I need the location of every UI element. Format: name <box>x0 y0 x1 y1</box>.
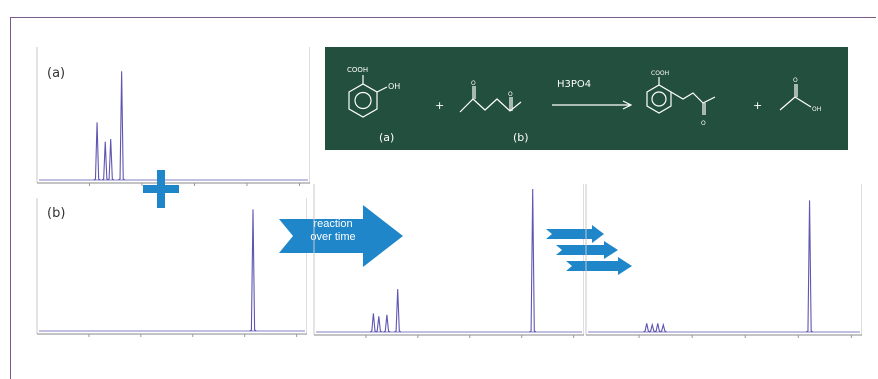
reaction-label-line2: over time <box>310 231 356 243</box>
anhydride-o-label-1: O <box>471 80 476 87</box>
spectrum-a <box>36 47 310 195</box>
spectrum-peak <box>107 139 115 181</box>
scheme-label-a: (a) <box>379 131 394 144</box>
acetic-anhydride-structure <box>459 86 522 113</box>
spectrum-peak <box>249 209 257 332</box>
spectrum-b-plot <box>36 198 307 337</box>
plus-sign-2: + <box>753 99 762 112</box>
oh-label: OH <box>388 82 400 91</box>
spectrum-peak <box>529 188 537 333</box>
plus-sign-1: + <box>435 99 444 112</box>
spectrum-mix-plot <box>313 184 584 338</box>
catalyst-label: H3PO4 <box>557 79 591 90</box>
plus-icon <box>143 170 179 208</box>
cooh-label: COOH <box>347 66 368 74</box>
panel-label-a: (a) <box>47 66 66 81</box>
spectrum-peak <box>394 289 402 333</box>
spectrum-final-plot <box>585 184 862 338</box>
spectrum-peak <box>643 323 651 333</box>
acid-o-label: O <box>793 77 798 84</box>
scheme-label-b: (b) <box>513 131 529 144</box>
reaction-scheme-drawing: COOH OH (a) + O O (b) H3PO4 <box>347 66 821 144</box>
time-progress-arrows-icon <box>546 225 632 275</box>
spectrum-peak <box>659 322 667 333</box>
figure-frame <box>10 17 876 379</box>
spectrum-peak <box>648 322 656 333</box>
spectrum-final <box>585 184 862 347</box>
anhydride-o-label-2: O <box>508 91 513 98</box>
spectrum-peak <box>383 314 391 333</box>
spectrum-peak <box>375 316 383 333</box>
aspirin-structure <box>646 77 716 115</box>
aspirin-cooh-label: COOH <box>651 70 669 77</box>
reaction-over-time-arrow <box>279 205 403 267</box>
panel-label-b: (b) <box>47 206 66 221</box>
reaction-arrow-icon <box>552 100 633 110</box>
spectrum-a-plot <box>36 47 310 186</box>
spectrum-b <box>36 198 307 346</box>
salicylic-acid-structure <box>348 75 388 118</box>
spectrum-peak <box>654 323 662 333</box>
spectrum-peak <box>806 200 814 333</box>
acetic-acid-structure <box>779 84 812 111</box>
spectrum-peak <box>93 122 101 181</box>
aspirin-o-label: O <box>701 120 706 127</box>
spectrum-mix <box>313 184 584 347</box>
spectrum-peak <box>369 313 377 333</box>
reaction-label-line1: reaction <box>313 218 353 230</box>
acid-oh-label: OH <box>812 106 821 113</box>
reaction-scheme: COOH OH (a) + O O (b) H3PO4 <box>325 47 848 150</box>
spectrum-peak <box>101 141 109 181</box>
spectrum-peak <box>118 71 126 181</box>
reaction-arrow-label: reaction over time <box>293 218 373 244</box>
